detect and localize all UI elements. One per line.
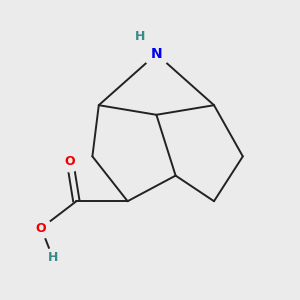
Circle shape: [60, 151, 80, 172]
Text: H: H: [47, 251, 58, 264]
Circle shape: [31, 218, 51, 238]
Circle shape: [131, 27, 149, 45]
Circle shape: [144, 41, 169, 67]
Text: O: O: [65, 155, 75, 168]
Text: N: N: [151, 47, 162, 61]
Circle shape: [44, 249, 62, 266]
Text: H: H: [135, 30, 145, 43]
Text: O: O: [36, 222, 46, 235]
